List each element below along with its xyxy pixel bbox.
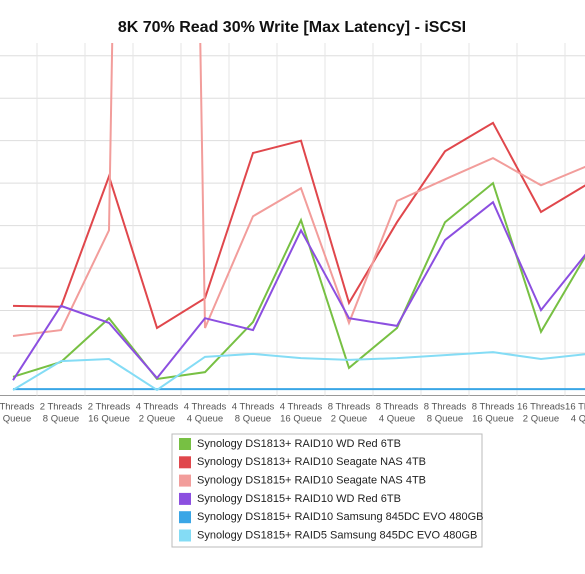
x-tick-label: 2 Queue [331, 414, 367, 425]
x-tick-label: 2 Threads [0, 402, 35, 413]
x-tick-label: 8 Queue [235, 414, 271, 425]
x-tick-label: 16 Queue [472, 414, 514, 425]
legend-label: Synology DS1813+ RAID10 Seagate NAS 4TB [197, 456, 426, 468]
x-tick-label: 8 Threads [424, 402, 467, 413]
series-line [12, 200, 585, 381]
legend-label: Synology DS1815+ RAID5 Samsung 845DC EVO… [197, 529, 477, 541]
x-tick-label: 8 Queue [43, 414, 79, 425]
x-tick-label: 4 Threads [184, 402, 227, 413]
x-tick-label: 8 Threads [472, 402, 515, 413]
chart-title: 8K 70% Read 30% Write [Max Latency] - iS… [118, 19, 466, 36]
x-tick-label: 2 Threads [88, 402, 131, 413]
x-tick-label: 16 Threads [517, 402, 565, 413]
legend-label: Synology DS1815+ RAID10 WD Red 6TB [197, 493, 401, 505]
x-tick-label: 8 Threads [376, 402, 419, 413]
x-tick-label: 2 Queue [523, 414, 559, 425]
legend-swatch [179, 529, 191, 542]
series-line [12, 181, 585, 381]
x-tick-label: 4 Threads [280, 402, 323, 413]
series-line [12, 351, 585, 392]
x-tick-label: 8 Queue [427, 414, 463, 425]
x-tick-label: 2 Queue [139, 414, 175, 425]
x-tick-label: 4 Queue [571, 414, 585, 425]
legend-swatch [179, 511, 191, 524]
legend-label: Synology DS1813+ RAID10 WD Red 6TB [197, 438, 401, 450]
legend-swatch [179, 456, 191, 469]
plot-area [12, 43, 585, 392]
x-tick-label: 16 Queue [280, 414, 322, 425]
legend-label: Synology DS1815+ RAID10 Samsung 845DC EV… [197, 511, 483, 523]
x-tick-label: 16 Queue [88, 414, 130, 425]
legend-label: Synology DS1815+ RAID10 Seagate NAS 4TB [197, 475, 426, 487]
legend-swatch [179, 492, 191, 505]
x-tick-label: 16 Threads [565, 402, 585, 413]
x-tick-label: 4 Threads [232, 402, 275, 413]
legend-swatch [179, 438, 191, 450]
legend-swatch [179, 474, 191, 487]
x-tick-label: 8 Threads [328, 402, 371, 413]
x-tick-label: 4 Threads [136, 402, 179, 413]
x-tick-label: 4 Queue [0, 414, 31, 425]
series-line [12, 43, 585, 338]
grid [0, 43, 585, 396]
legend-box [171, 433, 483, 548]
x-tick-label: 4 Queue [187, 414, 223, 425]
x-tick-label: 2 Threads [40, 402, 83, 413]
x-tick-label: 4 Queue [379, 414, 415, 425]
